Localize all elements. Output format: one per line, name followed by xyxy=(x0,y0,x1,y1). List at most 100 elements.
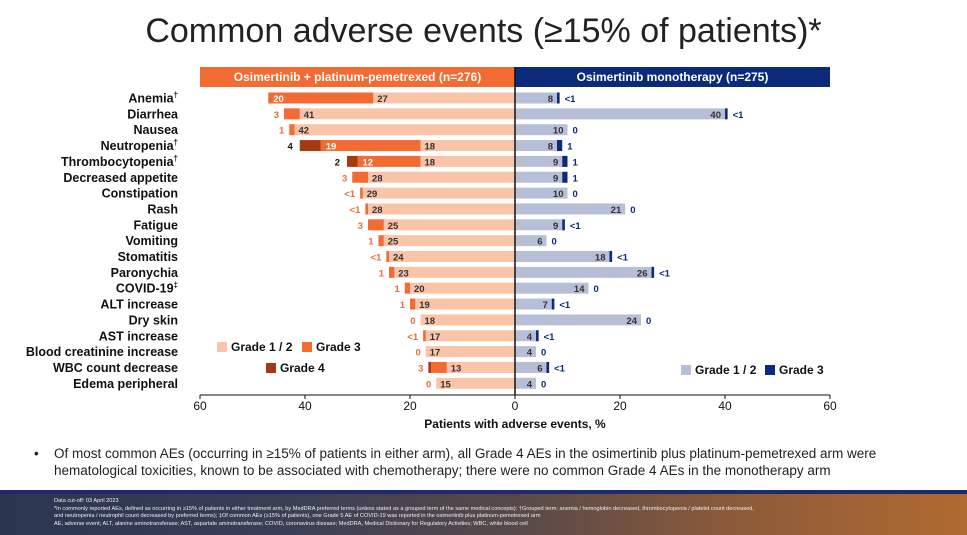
left-label-grade3: 0 xyxy=(415,348,420,359)
left-label-grade3: 12 xyxy=(363,157,374,168)
right-bar-grade12 xyxy=(515,203,626,215)
right-bar-grade3 xyxy=(557,92,560,104)
category-label: Blood creatinine increase xyxy=(26,345,178,359)
category-label: Fatigue xyxy=(134,218,178,232)
left-bar-grade3 xyxy=(404,282,410,294)
category-label: Constipation xyxy=(102,187,178,201)
right-bar-grade12 xyxy=(515,330,536,342)
left-bar-grade4 xyxy=(347,155,358,167)
right-label-grade12: 6 xyxy=(537,237,542,248)
page-title: Common adverse events (≥15% of patients)… xyxy=(145,12,822,50)
footer-accent-bar xyxy=(0,490,967,494)
left-label-grade12: 18 xyxy=(425,316,436,327)
right-label-grade12: 40 xyxy=(710,110,721,121)
right-bar-grade3 xyxy=(551,298,555,310)
right-bar-grade3 xyxy=(562,219,565,231)
left-label-grade4: 4 xyxy=(287,142,293,153)
right-label-grade12: 18 xyxy=(595,253,606,264)
right-label-grade12: 4 xyxy=(527,332,533,343)
right-label-grade3: 0 xyxy=(541,379,546,390)
right-label-grade12: 9 xyxy=(553,173,558,184)
left-bar-grade12 xyxy=(383,235,515,247)
left-bar-grade12 xyxy=(415,298,515,310)
right-bar-grade12 xyxy=(515,219,563,231)
left-label-grade12: 23 xyxy=(398,268,409,279)
left-label-grade12: 25 xyxy=(388,221,399,232)
right-bar-grade12 xyxy=(515,124,568,136)
right-bar-grade12 xyxy=(515,187,568,199)
left-label-grade12: 29 xyxy=(367,189,378,200)
x-tick-label: 20 xyxy=(403,399,417,413)
left-label-grade3: 20 xyxy=(273,94,284,105)
legend-swatch-left-grade12 xyxy=(217,342,227,352)
left-bar-grade12 xyxy=(368,203,515,215)
left-label-grade3: <1 xyxy=(350,205,362,216)
right-label-grade3: 0 xyxy=(541,348,546,359)
right-label-grade3: 0 xyxy=(630,205,635,216)
left-bar-grade12 xyxy=(299,108,515,120)
left-bar-grade3 xyxy=(360,187,363,199)
right-label-grade12: 8 xyxy=(548,94,553,105)
right-label-grade3: 1 xyxy=(573,173,579,184)
right-bar-grade12 xyxy=(515,251,610,262)
right-label-grade12: 14 xyxy=(574,284,585,295)
category-label: Edema peripheral xyxy=(73,377,178,391)
right-label-grade12: 6 xyxy=(537,363,542,374)
right-bar-grade12 xyxy=(515,171,563,183)
category-label: Rash xyxy=(147,202,178,216)
left-bar-grade12 xyxy=(294,124,515,136)
right-label-grade3: <1 xyxy=(570,221,582,232)
left-label-grade12: 28 xyxy=(372,173,383,184)
x-tick-label: 0 xyxy=(512,399,519,413)
category-label: Decreased appetite xyxy=(63,171,178,185)
left-bar-grade12 xyxy=(425,330,515,342)
left-label-grade12: 25 xyxy=(388,237,399,248)
left-label-grade3: 0 xyxy=(426,379,431,390)
right-bar-grade12 xyxy=(515,377,536,389)
right-label-grade12: 4 xyxy=(527,379,533,390)
category-label: Diarrhea xyxy=(127,107,179,121)
left-label-grade12: 24 xyxy=(393,253,404,264)
left-label-grade4: 2 xyxy=(335,157,340,168)
right-bar-grade3 xyxy=(557,140,563,152)
left-label-grade12: 15 xyxy=(440,379,451,390)
right-label-grade12: 9 xyxy=(553,221,558,232)
left-label-grade12: 42 xyxy=(299,126,310,137)
left-bar-grade3 xyxy=(320,140,421,152)
category-label: Thrombocytopenia† xyxy=(61,154,178,169)
legend-label-left-grade12: Grade 1 / 2 xyxy=(231,340,293,354)
left-panel-header-text: Osimertinib + platinum-pemetrexed (n=276… xyxy=(234,70,481,84)
right-panel-header xyxy=(515,67,830,87)
left-bar-grade12 xyxy=(436,377,515,389)
right-bar-grade3 xyxy=(546,361,550,373)
right-bar-grade12 xyxy=(515,266,652,278)
left-label-grade12: 17 xyxy=(430,348,441,359)
x-tick-label: 60 xyxy=(193,399,207,413)
right-label-grade3: <1 xyxy=(554,363,566,374)
legend-swatch-left-grade3 xyxy=(302,342,312,352)
right-label-grade3: 0 xyxy=(594,284,599,295)
left-bar-grade12 xyxy=(383,219,515,231)
category-label: COVID-19‡ xyxy=(116,281,178,296)
left-bar-grade12 xyxy=(420,140,515,152)
left-bar-grade3 xyxy=(268,92,374,104)
left-label-grade12: 18 xyxy=(425,142,436,153)
category-label: Nausea xyxy=(134,123,180,137)
right-label-grade3: <1 xyxy=(733,110,745,121)
right-label-grade3: <1 xyxy=(659,268,671,279)
x-tick-label: 40 xyxy=(718,399,732,413)
category-label: AST increase xyxy=(99,329,178,343)
left-label-grade3: 1 xyxy=(400,300,406,311)
footnote-line: *In commonly reported AEs, defined as oc… xyxy=(54,505,754,512)
legend-label-left-grade4: Grade 4 xyxy=(280,361,325,375)
left-label-grade3: 0 xyxy=(410,316,415,327)
left-label-grade3: 3 xyxy=(418,363,423,374)
left-label-grade3: 1 xyxy=(368,237,374,248)
right-label-grade12: 26 xyxy=(637,268,648,279)
right-label-grade3: <1 xyxy=(544,332,556,343)
left-bar-grade3 xyxy=(368,219,384,231)
right-bar-grade12 xyxy=(515,314,641,326)
category-label: Neutropenia† xyxy=(101,138,178,153)
right-label-grade3: 0 xyxy=(552,237,557,248)
left-bar-grade12 xyxy=(446,361,515,373)
